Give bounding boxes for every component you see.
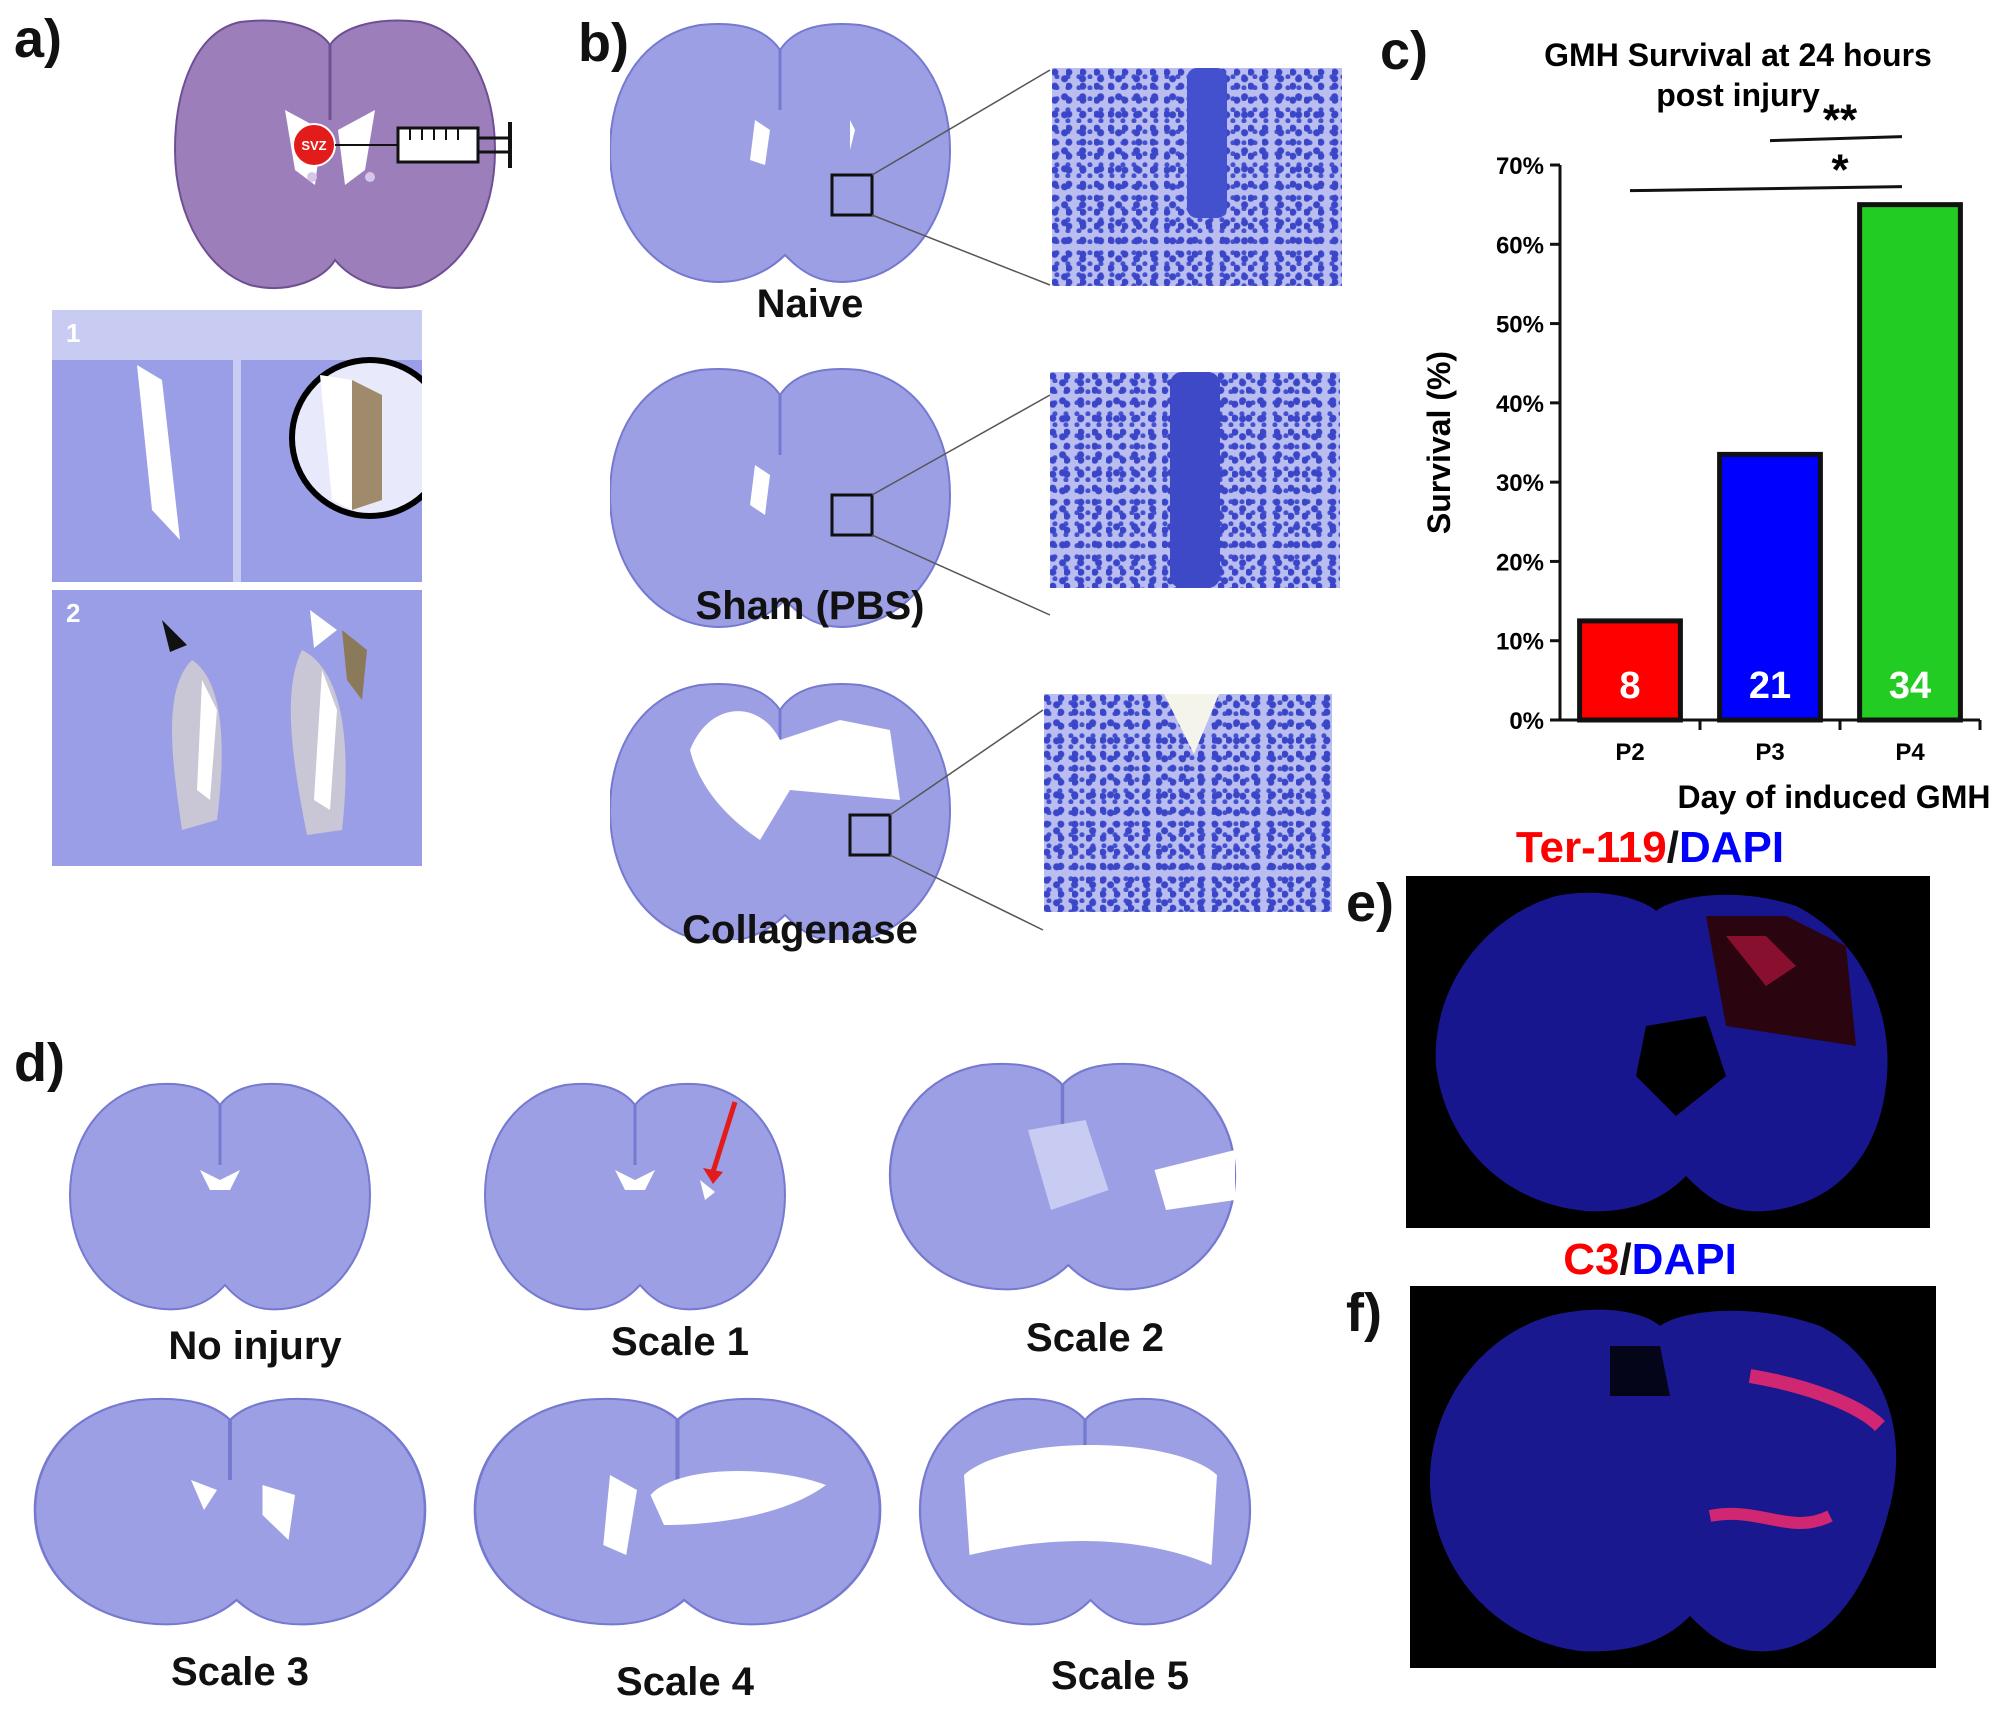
significance-bracket: [1769, 135, 1903, 143]
fluorescence-image-e: [1406, 876, 1930, 1228]
fluorescence-image-f: [1410, 1286, 1936, 1668]
brain-section-injection-schematic: SVZ: [173, 19, 512, 289]
y-tick-label: 0%: [1509, 708, 1544, 735]
zoom-box-naive: [830, 173, 874, 217]
section-no-injury: [68, 1082, 372, 1311]
panel-label-a: a): [14, 9, 63, 69]
caption-scale-5: Scale 5: [1051, 1654, 1189, 1698]
caption-scale-4: Scale 4: [616, 1660, 754, 1704]
zoom-box-collagenase: [848, 813, 892, 857]
survival-bar-chart: GMH Survival at 24 hours post injury 0% 1…: [1421, 37, 1990, 815]
syringe-icon: [396, 122, 512, 168]
panel-label-f: f): [1346, 1283, 1382, 1343]
section-scale-4: [475, 1399, 880, 1625]
x-tick-label: P3: [1755, 739, 1784, 766]
panel-b-sections: [610, 22, 1051, 940]
section-sham: [610, 367, 1051, 629]
panel-e-title: Ter-119/DAPI: [1515, 823, 1785, 872]
caption-scale-2: Scale 2: [1026, 1316, 1164, 1360]
caption-collagenase: Collagenase: [682, 908, 918, 952]
caption-naive: Naive: [756, 282, 864, 326]
caption-sham: Sham (PBS): [695, 584, 925, 628]
bar-p4: [1857, 202, 1963, 723]
micrograph-sham: [1050, 372, 1340, 588]
panel-f-title: C3/DAPI: [1563, 1235, 1737, 1284]
panel-d-sections: [33, 1062, 1252, 1710]
zoom-box-sham: [830, 493, 874, 537]
y-tick-label: 50%: [1496, 312, 1544, 339]
red-arrow-icon: [710, 1101, 738, 1173]
y-tick-label: 20%: [1496, 549, 1544, 576]
chart-title-line1: GMH Survival at 24 hours: [1544, 37, 1932, 73]
panel-label-d: d): [14, 1033, 65, 1093]
caption-scale-1: Scale 1: [611, 1320, 749, 1364]
y-tick-label: 40%: [1496, 391, 1544, 418]
caption-scale-3: Scale 3: [171, 1650, 309, 1694]
inset-image-2: 2: [52, 590, 422, 866]
caption-no-injury: No injury: [168, 1324, 342, 1368]
significance-label: **: [1823, 96, 1858, 145]
section-scale-1: [483, 1082, 787, 1311]
section-collagenase: [610, 682, 1044, 940]
y-tick-label: 70%: [1496, 153, 1544, 180]
white-arrow-icon: [310, 610, 337, 648]
y-tick-label: 60%: [1496, 232, 1544, 259]
inset-number-1: 1: [66, 318, 81, 348]
bar-p3: [1717, 451, 1823, 723]
micrograph-collagenase: [1044, 694, 1332, 912]
micrograph-naive: [1052, 68, 1342, 286]
svz-marker-label: SVZ: [301, 138, 326, 153]
x-axis-label: Day of induced GMH: [1678, 779, 1990, 815]
panel-label-e: e): [1346, 873, 1395, 933]
y-tick-label: 10%: [1496, 629, 1544, 656]
section-naive: [610, 22, 1051, 286]
section-scale-5: [918, 1397, 1252, 1627]
black-arrow-icon: [162, 620, 187, 652]
section-scale-2: [888, 1062, 1237, 1292]
section-scale-3: [33, 1396, 427, 1627]
inset-number-2: 2: [66, 598, 81, 628]
panel-label-c: c): [1380, 21, 1429, 81]
bar-n-label: 8: [1619, 665, 1640, 707]
bar-n-label: 34: [1889, 665, 1931, 707]
inset-image-1: 1: [52, 310, 422, 582]
bar-n-label: 21: [1749, 665, 1791, 707]
significance-label: *: [1831, 146, 1849, 195]
chart-title-line2: post injury: [1656, 77, 1820, 113]
x-tick-label: P2: [1615, 739, 1644, 766]
x-tick-label: P4: [1895, 739, 1925, 766]
y-axis-label: Survival (%): [1421, 351, 1457, 534]
panel-label-b: b): [578, 13, 629, 73]
y-tick-label: 30%: [1496, 470, 1544, 497]
significance-bracket: [1629, 185, 1903, 193]
